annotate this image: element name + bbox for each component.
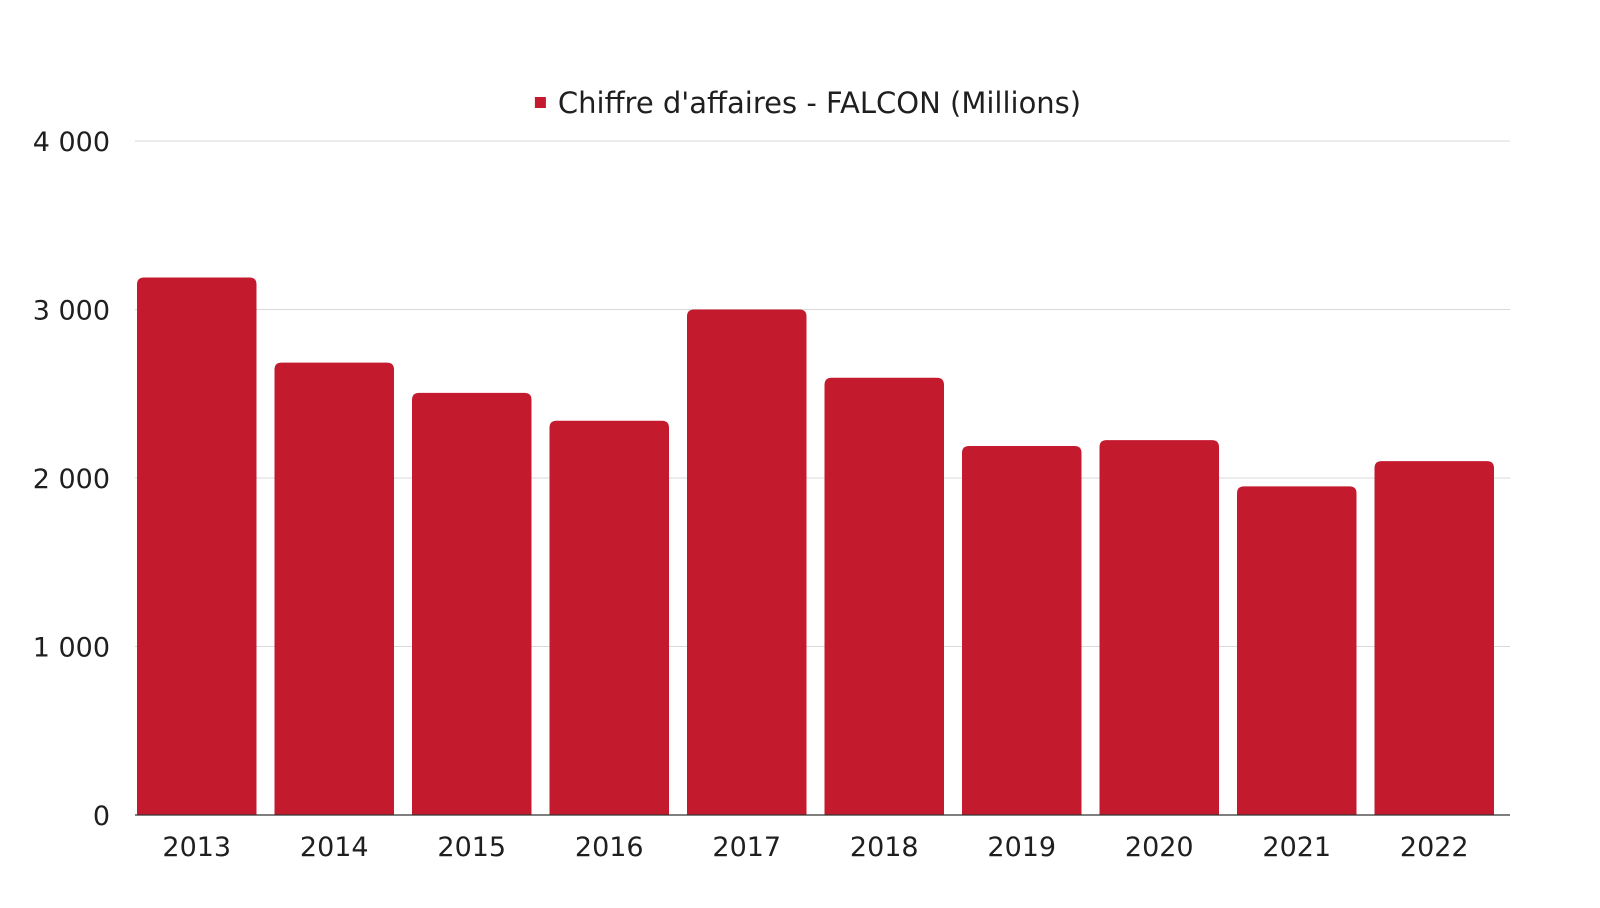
y-tick-label: 3 000 [33,296,110,327]
bar-2013 [137,277,257,815]
x-tick-label: 2014 [300,832,369,863]
x-axis-tick-labels: 2013 2014 2015 2016 2017 2018 2019 2020 2021 2022 [162,832,1468,863]
y-axis-tick-labels: 0 1 000 2 000 3 000 4 000 [33,127,110,832]
bar-2014 [274,362,394,815]
x-tick-label: 2013 [162,832,231,863]
x-tick-label: 2020 [1125,832,1194,863]
bar-2018 [824,377,944,815]
bar-2015 [412,392,532,815]
x-tick-label: 2017 [712,832,781,863]
legend-swatch [534,97,546,108]
x-tick-label: 2021 [1262,832,1331,863]
legend-label: Chiffre d'affaires - FALCON (Millions) [558,86,1081,120]
y-tick-label: 0 [93,801,110,832]
x-tick-label: 2019 [987,832,1056,863]
x-tick-label: 2015 [437,832,506,863]
bar-2021 [1237,486,1357,815]
y-tick-label: 2 000 [33,464,110,495]
bar-2016 [549,420,669,815]
y-tick-label: 4 000 [33,127,110,158]
bar-2017 [687,309,807,815]
bars [137,277,1494,815]
x-tick-label: 2016 [575,832,644,863]
bar-2019 [962,445,1082,815]
legend: Chiffre d'affaires - FALCON (Millions) [534,86,1081,120]
bar-2020 [1099,440,1219,815]
bar-2022 [1374,461,1494,815]
y-tick-label: 1 000 [33,633,110,664]
x-tick-label: 2022 [1400,832,1469,863]
x-tick-label: 2018 [850,832,919,863]
